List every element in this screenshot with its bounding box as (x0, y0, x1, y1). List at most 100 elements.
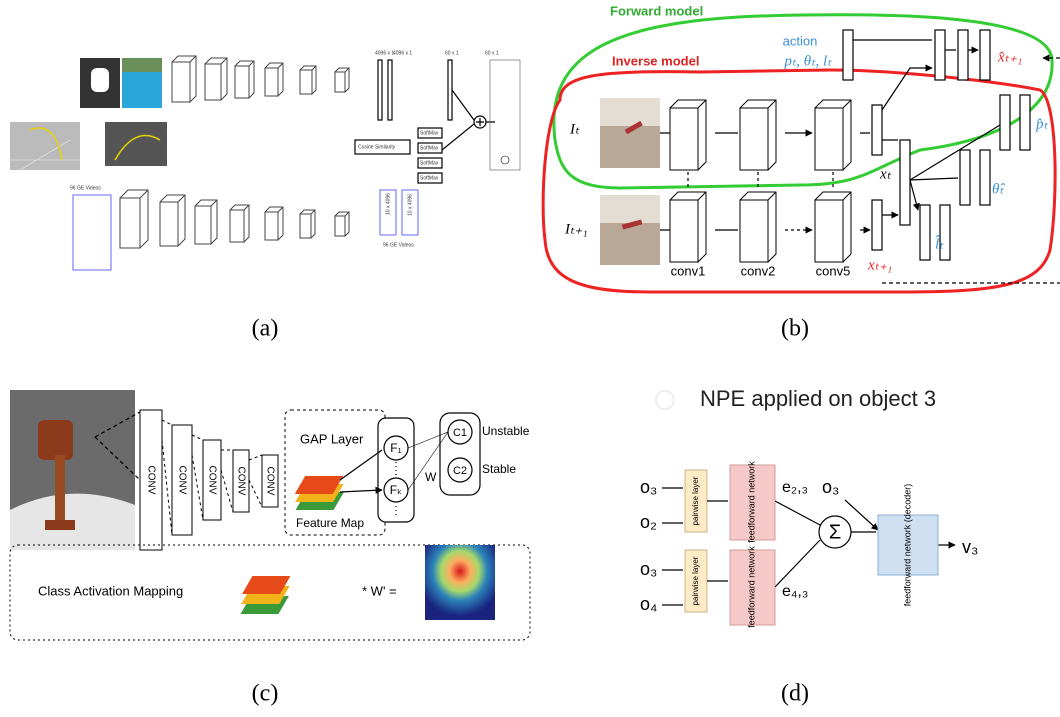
label: 60 x 1 (445, 50, 459, 56)
layer-block (300, 214, 311, 238)
layer-block (300, 70, 312, 94)
label: 4096 x 1 (393, 50, 412, 56)
label: W (425, 470, 437, 484)
rect-shape (91, 68, 109, 92)
layer-block (195, 206, 211, 244)
rect-shape (105, 122, 167, 166)
label: pairwise layer (691, 556, 700, 605)
conv-label: CONV (235, 467, 246, 496)
label: 10 x 4096 (385, 193, 391, 215)
layer-block (120, 198, 140, 248)
layer-block (740, 200, 768, 262)
circle-shape (501, 156, 509, 164)
g-shape (670, 100, 851, 262)
layer-block (335, 72, 345, 92)
label: xₜ (879, 166, 892, 182)
label: l̂ₜ (935, 235, 944, 252)
page: {"panel_a": {"caption": "(a)", "labels":… (0, 0, 1060, 717)
connector (249, 455, 262, 507)
label: conv5 (816, 263, 851, 278)
caption: (a) (252, 316, 279, 342)
label: v₃ (962, 537, 978, 557)
label: p̂ₜ (1035, 116, 1049, 132)
layer-block (670, 108, 698, 170)
label: e₄,₃ (782, 583, 808, 600)
layer-block (815, 108, 843, 170)
label: feedforward network (746, 546, 756, 628)
label: C2 (453, 465, 467, 477)
label: o₄ (640, 594, 657, 614)
rect-shape (55, 455, 65, 525)
connector (162, 420, 172, 535)
layer-block (235, 66, 249, 98)
label: Iₜ₊₁ (564, 221, 588, 237)
label: GAP Layer (300, 431, 364, 446)
label: * W' = (362, 583, 397, 598)
layer-block (172, 62, 190, 102)
label: Feature Map (296, 516, 364, 530)
layer-block (265, 68, 278, 96)
panel-b: Forward model Inverse model Iₜ Iₜ₊₁ acti… (543, 3, 1060, 341)
rect-shape (600, 98, 660, 126)
label: 10 x 4096 (407, 194, 413, 216)
label: NPE applied on object 3 (700, 386, 936, 411)
rect-shape (900, 140, 910, 225)
label: o₃ (640, 477, 657, 497)
label: Stable (482, 462, 516, 476)
panel-c: CONV CONV CONV CONV CONV GAP Layer Feature M… (10, 390, 530, 707)
rect-shape (38, 420, 73, 460)
label: feedforward network (decoder) (902, 484, 912, 607)
label: SoftMax (420, 175, 439, 181)
caption: (b) (781, 316, 809, 342)
label: conv2 (741, 263, 776, 278)
panel-a: Cosine Similarity SoftMax SoftMax SoftMa… (10, 50, 520, 341)
rect-shape (872, 200, 882, 250)
label: SoftMax (420, 145, 439, 151)
conv-label: CONV (145, 466, 156, 495)
label: F₁ (390, 441, 401, 455)
conv-label: CONV (264, 467, 275, 496)
label: Forward model (610, 3, 703, 18)
layer-block (265, 212, 278, 240)
rect-shape (1000, 95, 1010, 150)
label: e₂,₃ (782, 479, 808, 496)
label: SoftMax (420, 160, 439, 166)
label: o₃ (640, 559, 657, 579)
rect-shape (378, 60, 382, 120)
rect-shape (45, 520, 75, 530)
label: xₜ₊₁ (867, 257, 892, 273)
connector (221, 450, 233, 512)
rect-shape (490, 60, 520, 170)
label: Unstable (482, 424, 530, 438)
rect-shape (388, 60, 392, 120)
layer-block (230, 210, 244, 242)
body: Cosine Similarity SoftMax SoftMax SoftMa… (0, 0, 1060, 717)
label: θ̂ₜ (992, 181, 1005, 197)
conv-label: CONV (206, 466, 217, 495)
layer-block (335, 216, 345, 236)
layer-block (160, 202, 178, 246)
rect-shape (1020, 95, 1030, 150)
g-shape: CONV CONV CONV CONV CONV (140, 410, 278, 550)
conv-label: CONV (176, 466, 187, 495)
label: Inverse model (612, 53, 699, 68)
rect-shape (958, 30, 968, 80)
rect-shape (122, 58, 162, 72)
label: 96 GE Videos (383, 242, 414, 248)
panel-d: NPE applied on object 3 pairwise layer p… (640, 386, 978, 707)
label: conv1 (671, 263, 706, 278)
label: Cosine Similarity (358, 144, 396, 150)
layer-block (815, 200, 843, 262)
rect-shape (920, 205, 930, 260)
rect-shape (935, 30, 945, 80)
figure: Cosine Similarity SoftMax SoftMax SoftMa… (0, 0, 1060, 717)
rect-shape (980, 30, 990, 80)
rect-shape (600, 195, 660, 223)
label: o₂ (640, 512, 657, 532)
layer-block (740, 108, 768, 170)
label: action (783, 33, 818, 48)
circle-shape (656, 391, 674, 409)
rect-shape (872, 105, 882, 155)
label: x̂ₜ₊₁ (997, 49, 1022, 65)
label: feedforward network (746, 461, 756, 543)
